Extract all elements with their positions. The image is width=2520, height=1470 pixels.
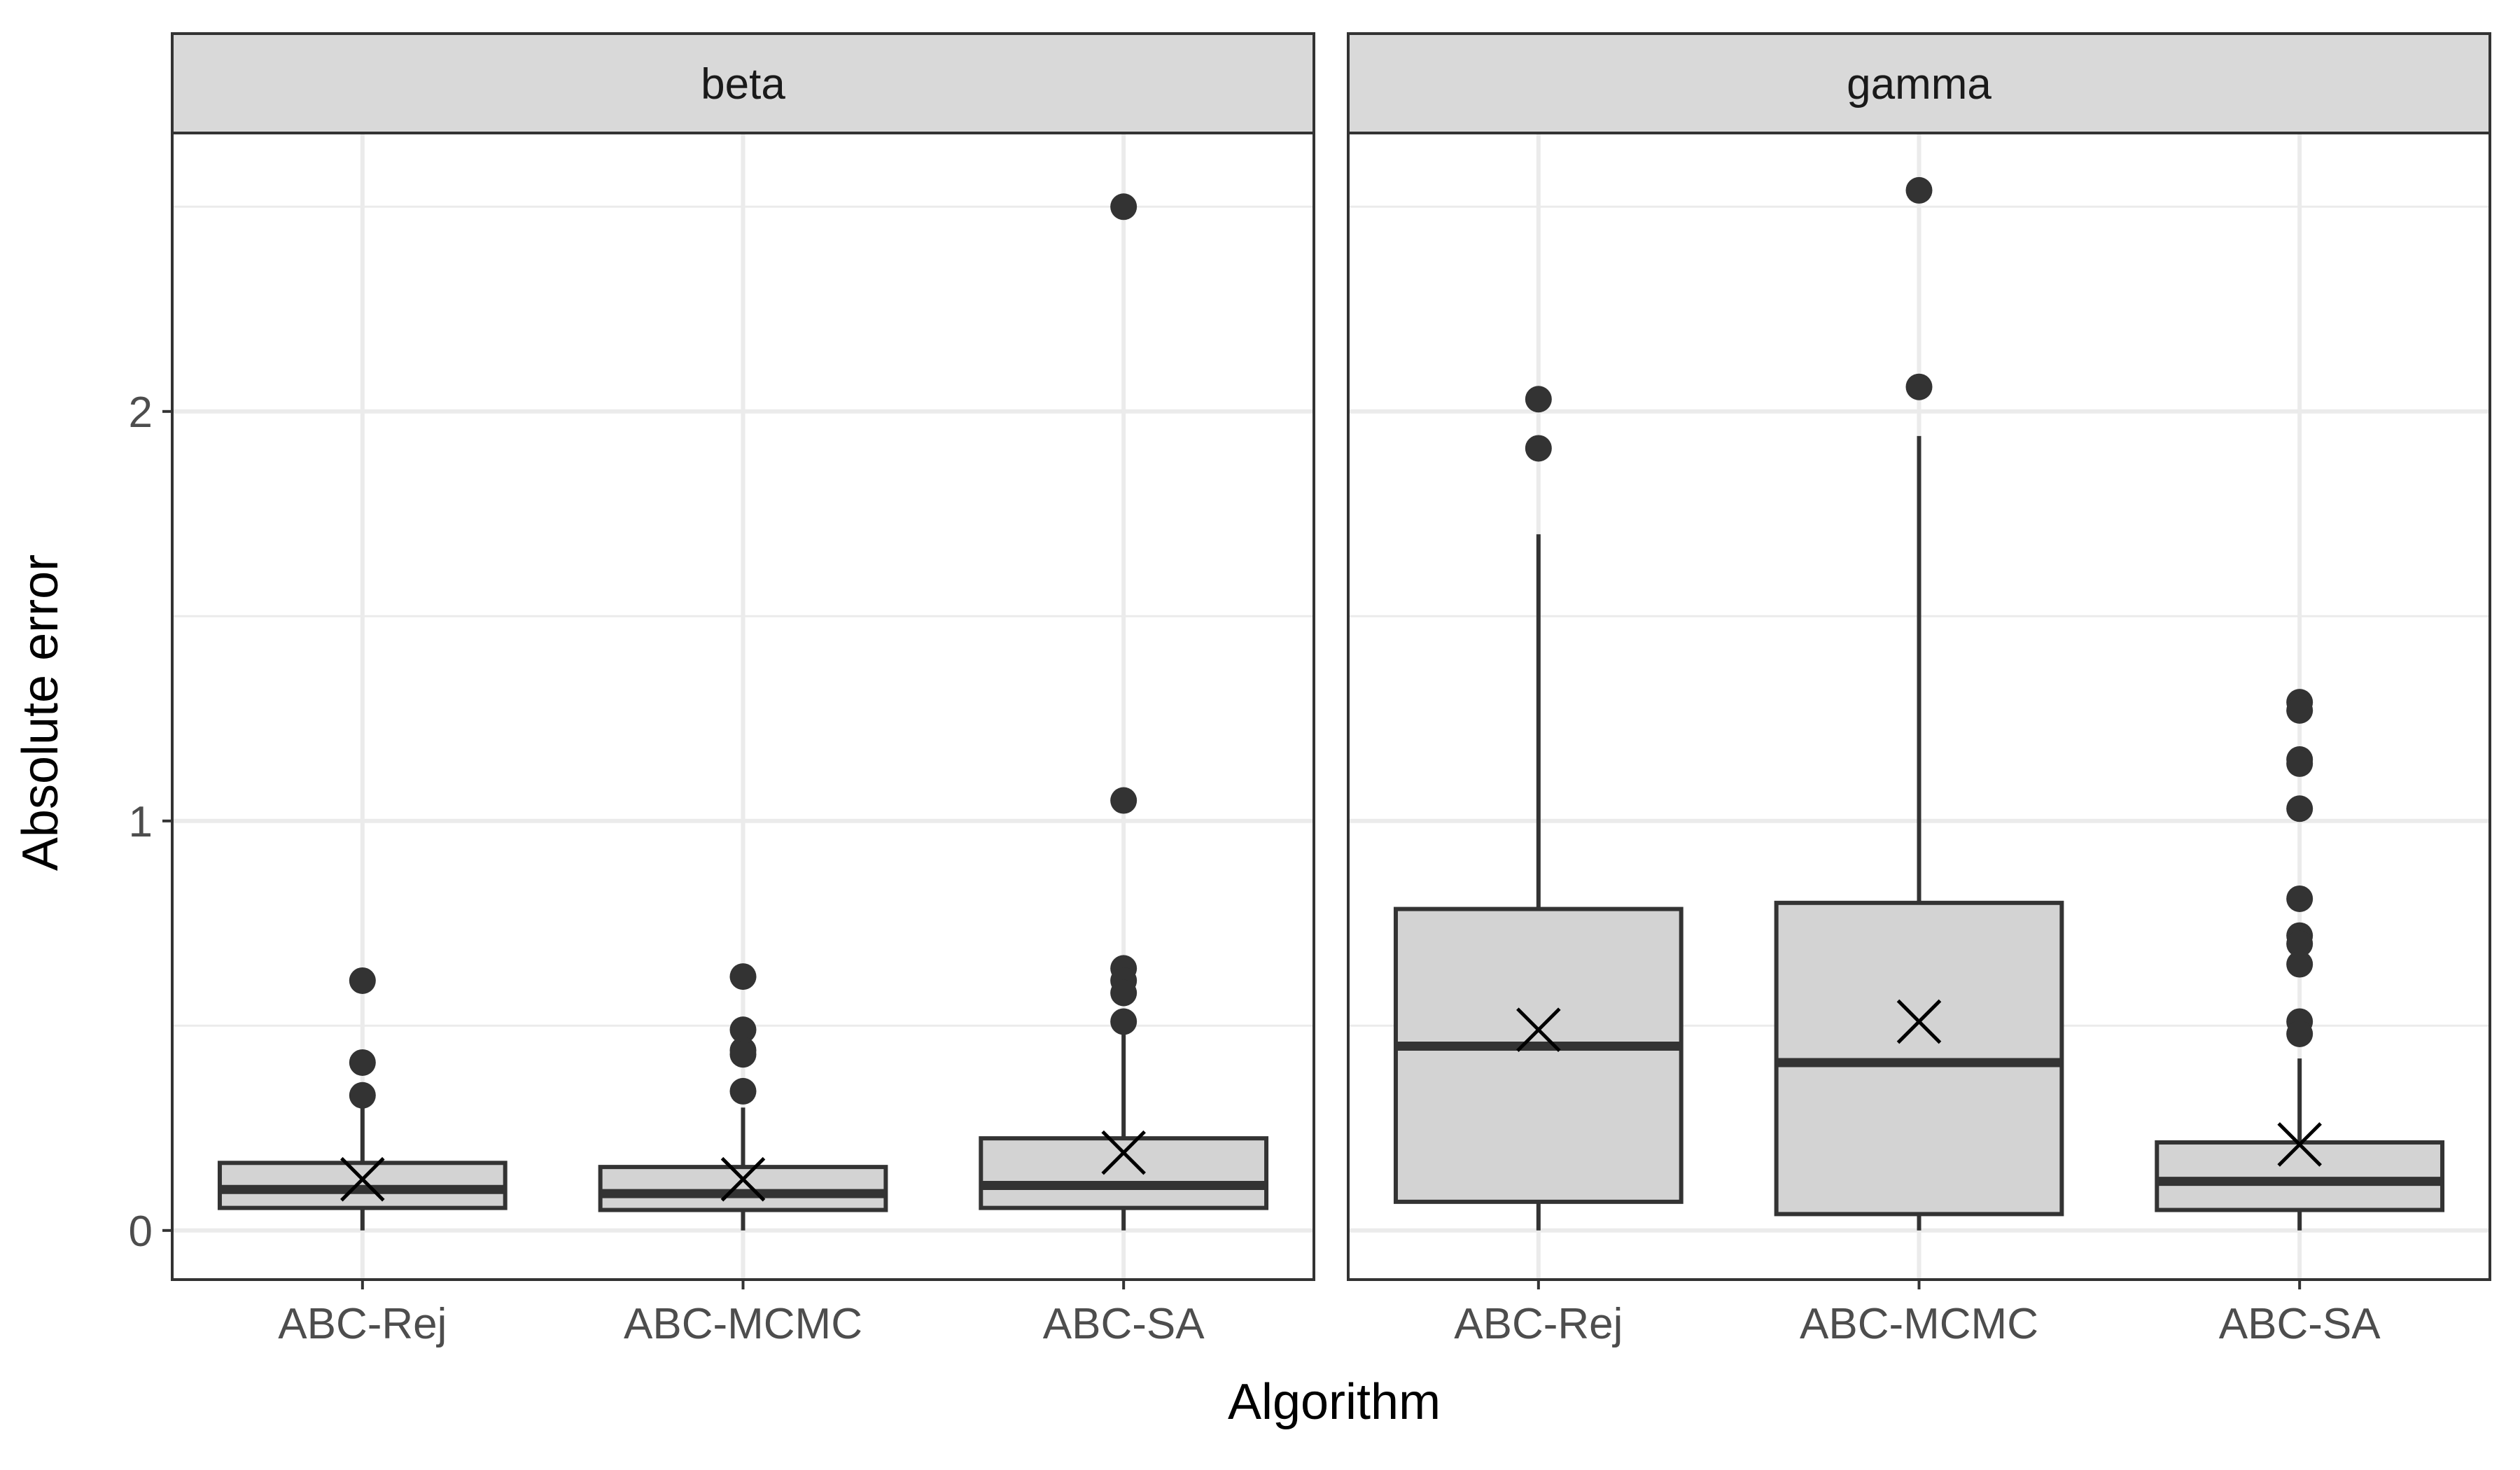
facet-strip <box>1347 32 2491 134</box>
mean-marker-stroke <box>1896 999 1942 1044</box>
box-iqr <box>979 1136 1269 1210</box>
mean-marker-stroke <box>1101 1130 1146 1175</box>
facet-panel-beta: beta ABC-Rej ABC-MCMC ABC-SA <box>171 32 1315 1348</box>
x-tick-label: ABC-MCMC <box>624 1300 862 1348</box>
facet-strip-label: beta <box>701 60 785 108</box>
mean-marker <box>1516 1007 1561 1052</box>
box-beta-ABC-Rej <box>217 967 507 1231</box>
y-tick-label: 1 <box>129 798 153 846</box>
outlier-point <box>2286 1021 2314 1047</box>
outlier-point <box>1905 176 1933 204</box>
x-axis-title: Algorithm <box>1228 1374 1441 1430</box>
outlier-point <box>1110 979 1138 1007</box>
facet-panels: beta ABC-Rej ABC-MCMC ABC-SA gamma ABC-Rej ABC… <box>171 32 2491 1348</box>
mean-marker <box>1101 1130 1146 1175</box>
y-tick-label: 2 <box>129 388 153 437</box>
outlier-point <box>2286 930 2314 958</box>
box-gamma-ABC-MCMC <box>1774 176 2064 1231</box>
y-tick-labels: 0 1 2 <box>129 388 172 1256</box>
mean-marker <box>1896 999 1942 1044</box>
outlier-point <box>349 1049 376 1076</box>
outlier-point <box>2286 795 2314 822</box>
outlier-point <box>2286 951 2314 978</box>
mean-marker <box>340 1156 385 1202</box>
box-iqr <box>598 1165 888 1212</box>
facet-strip-label: gamma <box>1847 60 1991 108</box>
box-beta-ABC-MCMC <box>598 963 888 1231</box>
mean-marker-stroke <box>1516 1007 1561 1052</box>
outlier-point <box>2286 885 2314 912</box>
outlier-point <box>1110 1008 1138 1035</box>
box-beta-ABC-SA <box>979 193 1269 1231</box>
x-tick-label: ABC-SA <box>1043 1300 1205 1348</box>
outlier-point <box>2286 696 2314 724</box>
mean-marker <box>2277 1122 2322 1167</box>
outlier-point <box>729 1016 757 1044</box>
outlier-point <box>1110 193 1138 220</box>
mean-marker <box>720 1156 766 1202</box>
box-gamma-ABC-SA <box>2155 689 2445 1231</box>
mean-marker-stroke <box>340 1156 385 1202</box>
x-tick-label: ABC-Rej <box>1454 1300 1623 1348</box>
outlier-point <box>2286 750 2314 777</box>
x-tick-label: ABC-Rej <box>278 1300 447 1348</box>
mean-marker-stroke <box>720 1156 766 1202</box>
outlier-point <box>349 1082 376 1109</box>
y-axis: 0 1 2 <box>129 388 172 1256</box>
mean-marker-stroke <box>2277 1122 2322 1167</box>
x-tick-label: ABC-SA <box>2219 1300 2381 1348</box>
outlier-point <box>1905 373 1933 400</box>
outlier-point <box>729 963 757 990</box>
outlier-point <box>1525 386 1552 413</box>
x-tick-label: ABC-MCMC <box>1800 1300 2038 1348</box>
outlier-point <box>349 967 376 994</box>
outlier-point <box>1110 787 1138 814</box>
outlier-point <box>729 1077 757 1105</box>
facet-strip <box>171 32 1315 134</box>
box-iqr <box>2155 1140 2445 1212</box>
y-axis-title: Absolute error <box>13 554 69 871</box>
facet-panel-gamma: gamma ABC-Rej ABC-MCMC ABC-SA <box>1347 32 2491 1348</box>
box-iqr <box>1393 906 1684 1204</box>
outlier-point <box>729 1041 757 1068</box>
y-tick-label: 0 <box>129 1208 153 1256</box>
outlier-point <box>1525 435 1552 462</box>
box-gamma-ABC-Rej <box>1393 386 1684 1231</box>
